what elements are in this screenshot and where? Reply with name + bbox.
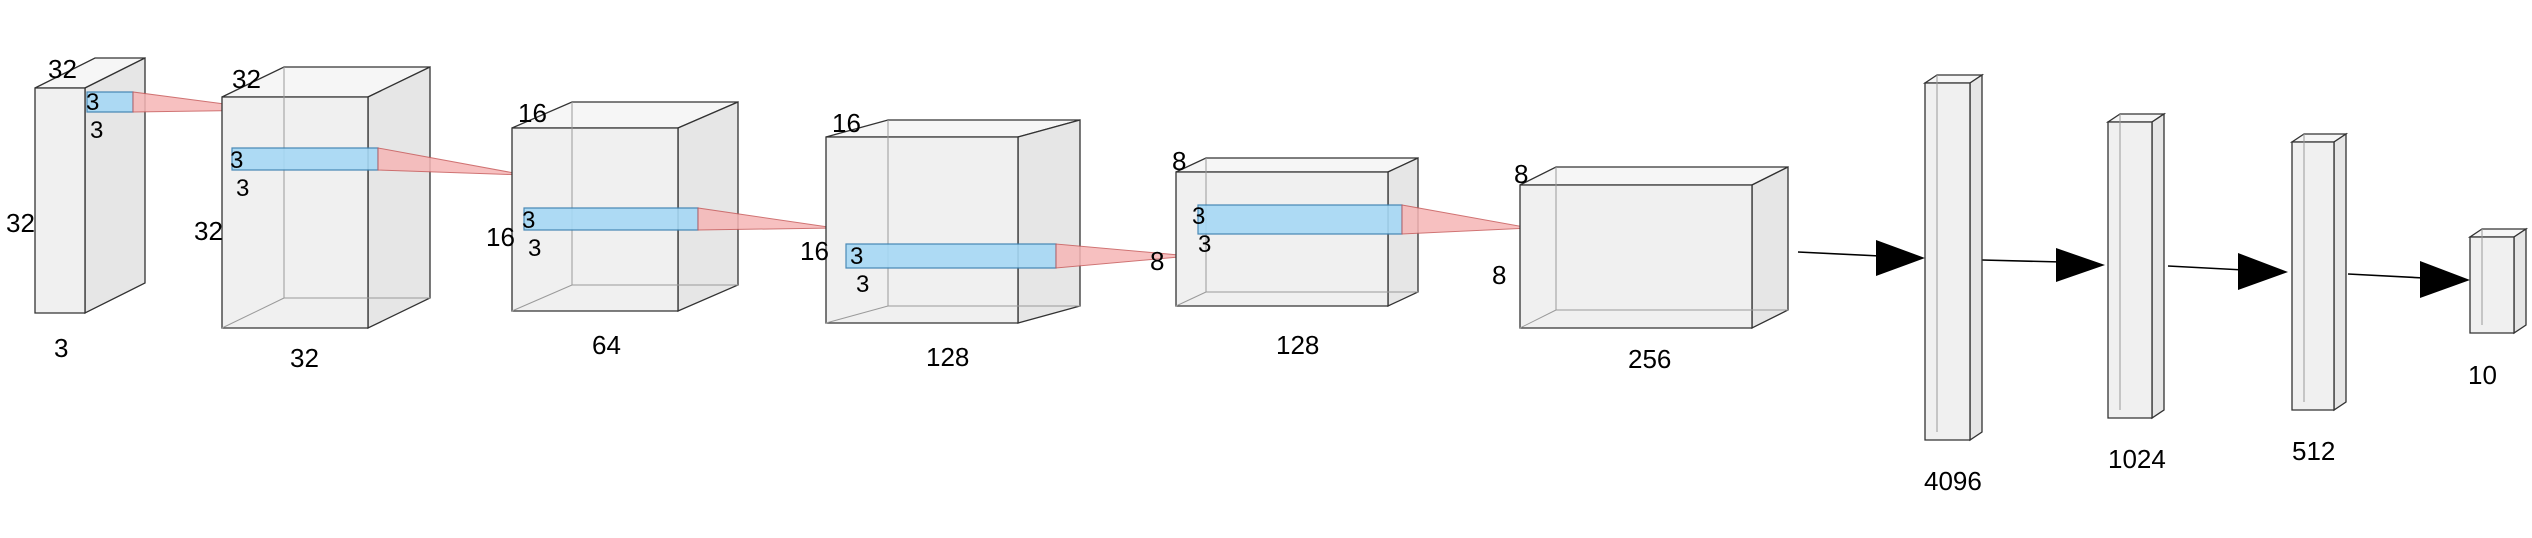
conv-block-2-side bbox=[367, 65, 431, 330]
conv-block-2-front bbox=[221, 96, 369, 329]
dense-layer-4-label: 10 bbox=[2468, 360, 2497, 390]
conv-block-4-front bbox=[825, 136, 1019, 324]
dense-layer-3-label: 512 bbox=[2292, 436, 2335, 466]
arrow-dense-2-to-dense-3 bbox=[2167, 253, 2288, 290]
conv-block-4-kernel-w: 3 bbox=[850, 243, 863, 270]
conv-block-3-height-label: 16 bbox=[486, 222, 515, 252]
conv-block-3-kernel-h: 3 bbox=[528, 235, 541, 262]
conv-block-3-side bbox=[677, 101, 739, 312]
conv-block-6-label: 256 bbox=[1628, 344, 1671, 374]
conv-block-4-projection bbox=[1055, 243, 1191, 269]
conv-block-3-kernel-w: 3 bbox=[522, 207, 535, 234]
dense-layer-1: 4096 bbox=[1922, 73, 1985, 496]
conv-block-1-depth-label: 32 bbox=[48, 54, 77, 84]
conv-block-6-side bbox=[1751, 165, 1789, 330]
conv-block-2-projection bbox=[377, 147, 526, 176]
conv-block-5-kernel-w: 3 bbox=[1192, 203, 1205, 230]
conv-block-1-front bbox=[34, 87, 86, 314]
conv-block-4: 16 16 3 3 128 bbox=[800, 108, 1191, 372]
conv-block-4-side bbox=[1017, 119, 1081, 324]
conv-block-1-height-label: 32 bbox=[6, 208, 35, 238]
dense-layer-2-label: 1024 bbox=[2108, 444, 2166, 474]
conv-block-6-top bbox=[1519, 166, 1789, 186]
conv-block-5: 8 8 3 3 128 bbox=[1150, 146, 1531, 360]
dense-layer-4: 10 bbox=[2467, 227, 2529, 390]
conv-block-3-kernel bbox=[523, 207, 699, 231]
conv-block-5-projection bbox=[1401, 204, 1531, 235]
conv-block-5-top bbox=[1175, 157, 1419, 173]
conv-block-5-label: 128 bbox=[1276, 330, 1319, 360]
conv-block-2: 32 32 3 3 32 bbox=[194, 64, 526, 373]
conv-block-5-kernel bbox=[1197, 204, 1403, 235]
conv-block-1-kernel-w: 3 bbox=[86, 89, 99, 116]
conv-block-5-kernel-h: 3 bbox=[1198, 231, 1211, 258]
conv-block-4-kernel bbox=[845, 243, 1057, 269]
arrow-conv-to-dense-1 bbox=[1797, 240, 1925, 276]
conv-block-2-kernel-h: 3 bbox=[236, 175, 249, 202]
conv-block-6: 8 8 256 bbox=[1492, 159, 1789, 374]
conv-block-2-label: 32 bbox=[290, 343, 319, 373]
arrow-dense-1-to-dense-2 bbox=[1981, 248, 2105, 282]
conv-block-6-height-label: 8 bbox=[1492, 260, 1506, 290]
conv-block-4-label: 128 bbox=[926, 342, 969, 372]
conv-block-2-height-label: 32 bbox=[194, 216, 223, 246]
dense-layer-3: 512 bbox=[2289, 132, 2349, 466]
conv-block-6-front bbox=[1519, 184, 1753, 329]
conv-block-1-kernel-h: 3 bbox=[90, 117, 103, 144]
conv-block-2-kernel bbox=[231, 147, 379, 171]
conv-block-2-kernel-w: 3 bbox=[230, 147, 243, 174]
dense-layer-1-label: 4096 bbox=[1924, 466, 1982, 496]
conv-block-1-label: 3 bbox=[54, 333, 68, 363]
conv-block-6-depth-label: 8 bbox=[1514, 159, 1528, 189]
conv-block-3-depth-label: 16 bbox=[518, 98, 547, 128]
arrow-dense-3-to-dense-4 bbox=[2347, 261, 2470, 298]
conv-block-5-depth-label: 8 bbox=[1172, 146, 1186, 176]
conv-block-5-height-label: 8 bbox=[1150, 246, 1164, 276]
conv-block-3: 16 16 3 3 64 bbox=[486, 98, 836, 360]
conv-block-3-label: 64 bbox=[592, 330, 621, 360]
conv-block-3-projection bbox=[697, 207, 836, 231]
conv-block-4-depth-label: 16 bbox=[832, 108, 861, 138]
conv-block-4-kernel-h: 3 bbox=[856, 271, 869, 298]
conv-block-4-height-label: 16 bbox=[800, 236, 829, 266]
conv-block-2-depth-label: 32 bbox=[232, 64, 261, 94]
dense-layer-2: 1024 bbox=[2105, 112, 2167, 474]
